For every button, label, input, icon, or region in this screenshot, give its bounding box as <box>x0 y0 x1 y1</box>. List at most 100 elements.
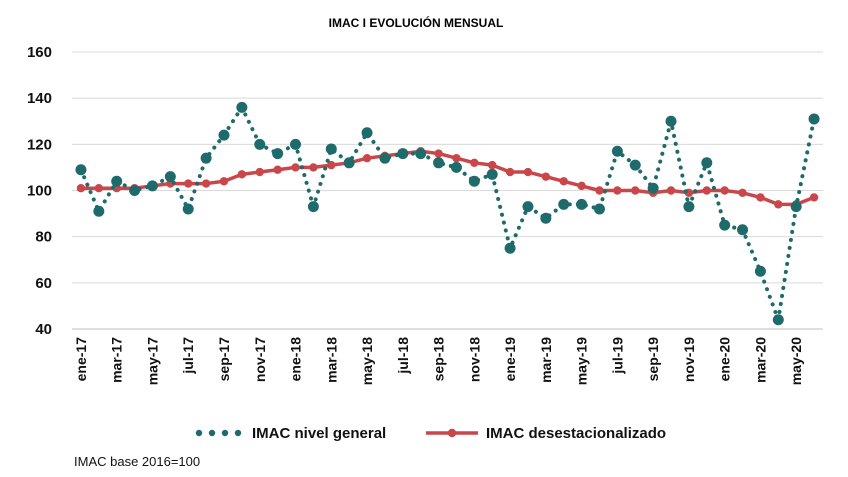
data-point <box>505 167 515 177</box>
data-point <box>593 203 605 215</box>
legend-label: IMAC nivel general <box>252 425 386 442</box>
x-tick-label: may-20 <box>788 337 804 385</box>
x-tick-label: mar-18 <box>323 337 339 383</box>
data-point <box>164 171 176 183</box>
x-tick-label: may-18 <box>359 337 375 385</box>
data-point <box>452 153 461 163</box>
series-desestacionalizado <box>76 147 819 209</box>
data-point <box>522 201 534 213</box>
footnote: IMAC base 2016=100 <box>74 454 201 469</box>
data-point <box>504 242 516 254</box>
data-point <box>379 152 391 164</box>
legend-label: IMAC desestacionalizado <box>486 425 666 442</box>
data-point <box>273 165 282 174</box>
data-point <box>719 219 731 231</box>
data-point <box>523 167 533 177</box>
series-line <box>78 103 817 328</box>
legend-marker <box>234 429 242 437</box>
x-tick-label: nov-19 <box>681 337 697 382</box>
data-point <box>665 115 677 127</box>
data-point <box>809 193 819 202</box>
data-point <box>433 157 445 169</box>
data-point <box>468 175 480 187</box>
data-point <box>94 183 104 193</box>
y-tick-label: 60 <box>35 275 52 292</box>
x-tick-label: sep-17 <box>216 337 232 382</box>
data-point <box>540 212 552 224</box>
data-point <box>290 138 302 150</box>
x-tick-label: nov-18 <box>466 337 482 382</box>
data-point <box>683 201 695 213</box>
data-point <box>488 160 497 170</box>
legend-marker-dot <box>447 428 457 438</box>
data-point <box>737 224 749 236</box>
x-tick-label: sep-18 <box>431 337 447 382</box>
data-point <box>470 158 479 167</box>
y-tick-label: 160 <box>27 44 52 61</box>
series-nivel-general <box>75 101 820 328</box>
y-tick-label: 80 <box>35 229 52 246</box>
x-tick-label: jul-19 <box>609 337 625 375</box>
data-point <box>613 186 622 195</box>
data-point <box>291 163 300 172</box>
data-point <box>218 129 230 141</box>
data-point <box>434 149 443 158</box>
data-point <box>756 193 765 202</box>
data-point <box>772 314 784 326</box>
y-axis-ticks: 40 60 80 100 120 140 160 <box>27 44 52 338</box>
legend-marker <box>221 429 229 437</box>
x-tick-label: mar-20 <box>752 337 768 383</box>
data-point <box>254 138 266 150</box>
legend-marker <box>208 429 216 437</box>
data-point <box>200 152 212 164</box>
data-point <box>343 157 355 169</box>
data-point <box>647 182 659 194</box>
series-layer <box>75 101 820 328</box>
data-point <box>362 153 372 163</box>
y-tick-label: 40 <box>35 321 52 338</box>
legend-item-nivel-general: IMAC nivel general <box>195 425 386 442</box>
legend: IMAC nivel general IMAC desestacionalizad… <box>195 425 666 442</box>
data-point <box>738 188 747 198</box>
data-point <box>184 179 193 188</box>
x-axis-ticks: ene-17 mar-17 may-17 jul-17 sep-17 nov-17 ene-… <box>73 337 804 385</box>
data-point <box>307 201 319 213</box>
x-tick-label: mar-17 <box>109 337 125 383</box>
data-point <box>774 200 783 209</box>
data-point <box>327 160 336 170</box>
x-tick-label: ene-20 <box>717 337 733 382</box>
data-point <box>111 175 123 187</box>
data-point <box>790 201 802 213</box>
data-point <box>701 157 713 169</box>
x-tick-label: may-19 <box>574 337 590 385</box>
y-tick-label: 140 <box>27 90 52 107</box>
data-point <box>397 148 409 160</box>
data-point <box>577 181 586 191</box>
grid <box>72 51 823 330</box>
data-point <box>754 265 766 277</box>
data-point <box>272 148 284 160</box>
legend-item-desestacionalizado: IMAC desestacionalizado <box>426 425 666 442</box>
x-tick-label: sep-19 <box>645 337 661 382</box>
data-point <box>75 164 87 176</box>
data-point <box>629 159 641 171</box>
data-point <box>415 148 427 160</box>
x-tick-label: ene-17 <box>73 337 89 382</box>
y-tick-label: 100 <box>27 183 52 200</box>
data-point <box>76 183 86 193</box>
legend-marker <box>195 429 203 437</box>
data-point <box>309 163 318 172</box>
data-point <box>808 113 820 125</box>
data-point <box>219 177 229 186</box>
data-point <box>237 170 247 179</box>
data-point <box>611 145 623 157</box>
x-tick-label: ene-18 <box>288 337 304 382</box>
x-tick-label: jul-18 <box>395 337 411 375</box>
data-point <box>576 198 588 210</box>
data-point <box>325 143 337 155</box>
data-point <box>559 177 568 186</box>
data-point <box>558 198 570 210</box>
data-point <box>201 179 211 188</box>
data-point <box>541 172 551 181</box>
